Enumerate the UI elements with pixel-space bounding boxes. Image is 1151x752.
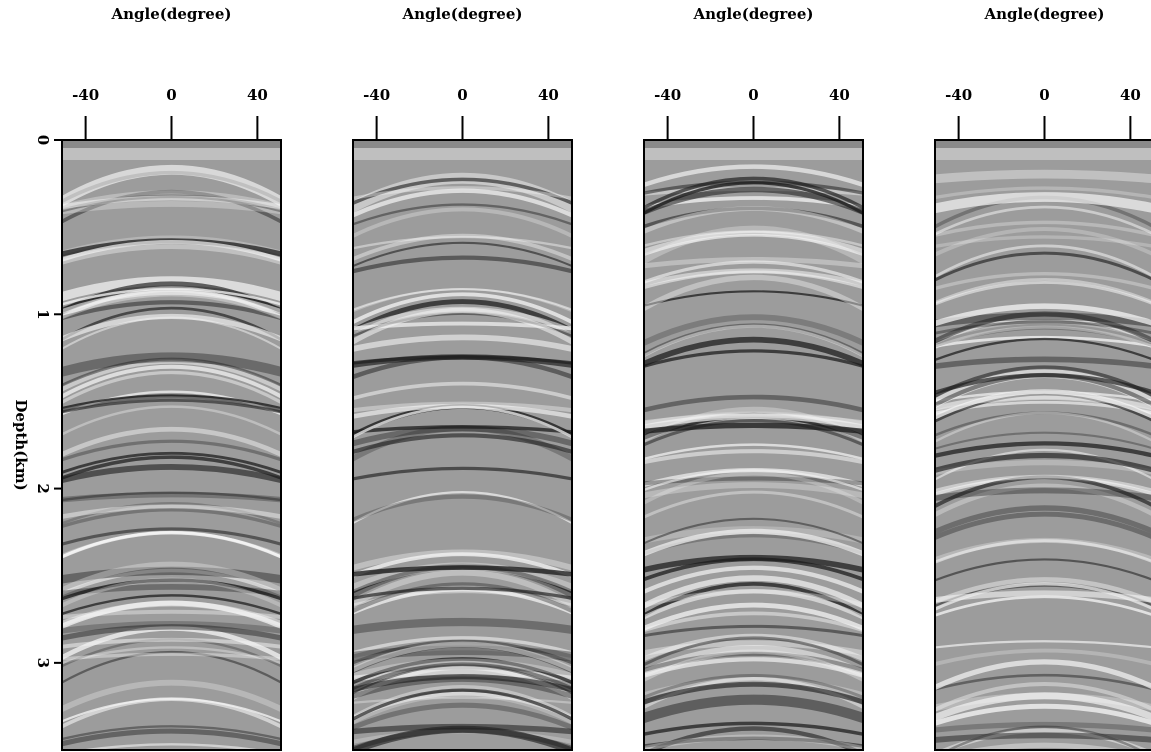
x-tick-label: 40 — [1120, 86, 1141, 104]
gather-top-band — [935, 140, 1151, 148]
gather-top-band — [935, 148, 1151, 160]
x-axis-title: Angle(degree) — [693, 5, 814, 23]
gather-top-band — [644, 140, 863, 148]
x-tick-label: 40 — [829, 86, 850, 104]
y-tick-label: 0 — [34, 135, 52, 145]
y-axis-title: Depth(km) — [12, 399, 30, 490]
x-axis-title: Angle(degree) — [402, 5, 523, 23]
x-axis-title: Angle(degree) — [984, 5, 1105, 23]
x-tick-label: -40 — [363, 86, 390, 104]
gather-top-band — [353, 140, 572, 148]
panel — [930, 140, 1151, 752]
x-tick-label: -40 — [654, 86, 681, 104]
gather-top-band — [62, 148, 281, 160]
x-tick-label: 40 — [247, 86, 268, 104]
x-tick-label: 0 — [166, 86, 176, 104]
x-tick-label: 40 — [538, 86, 559, 104]
x-tick-label: 0 — [457, 86, 467, 104]
y-tick-label: 1 — [34, 309, 52, 319]
gather-top-band — [62, 140, 281, 148]
x-tick-label: -40 — [945, 86, 972, 104]
gather-background — [62, 140, 281, 750]
x-tick-label: 0 — [1039, 86, 1049, 104]
y-tick-label: 2 — [34, 483, 52, 493]
x-tick-label: -40 — [72, 86, 99, 104]
panel — [639, 140, 868, 752]
panel — [348, 140, 577, 752]
figure: Angle(degree) -40 0 40 0 1 2 3 Depth(km) Angle(de… — [0, 0, 1151, 752]
gather-event — [930, 174, 1151, 179]
y-tick-label: 3 — [34, 658, 52, 668]
page: {"chart_data": [ {"type": "image", "xlab… — [0, 0, 1151, 752]
gather-top-band — [353, 148, 572, 160]
x-tick-label: 0 — [748, 86, 758, 104]
x-axis-title: Angle(degree) — [111, 5, 232, 23]
panel — [57, 140, 286, 752]
gather-top-band — [644, 148, 863, 160]
